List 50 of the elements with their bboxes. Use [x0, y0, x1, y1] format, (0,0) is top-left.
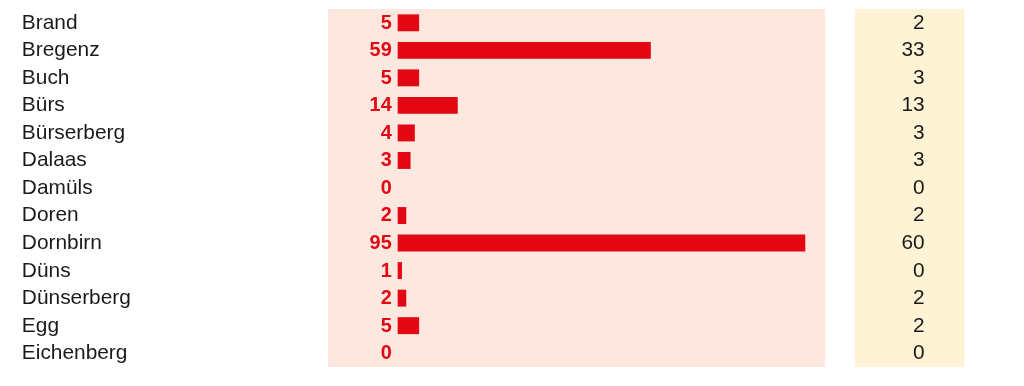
bar [397, 317, 420, 335]
text: 2 [912, 285, 925, 309]
bar [397, 69, 420, 87]
data-label: 1 [380, 258, 392, 281]
text: 33 [901, 37, 925, 61]
text: 2 [912, 9, 925, 33]
y-tick-label: Eichenberg [21, 340, 128, 364]
data-label: 5 [380, 10, 392, 33]
y-tick-label: Doren [21, 202, 79, 226]
data-label: 59 [369, 38, 392, 61]
text: 0 [912, 340, 925, 364]
text: 3 [912, 147, 925, 171]
y-tick-label: Egg [21, 312, 59, 336]
text: 2 [912, 312, 925, 336]
data-label: 5 [380, 65, 392, 88]
text: 3 [912, 119, 925, 143]
data-label: 3 [380, 148, 392, 171]
text: 60 [901, 230, 925, 254]
data-label: 2 [380, 203, 392, 226]
y-tick-label: Brand [21, 9, 78, 33]
y-tick-label: Buch [21, 64, 70, 88]
y-tick-label: Bregenz [21, 37, 100, 61]
y-tick-label: Bürserberg [21, 119, 126, 143]
data-label: 95 [369, 231, 392, 254]
text: 0 [912, 174, 925, 198]
y-tick-label: Damüls [21, 174, 93, 198]
data-label: 5 [380, 313, 392, 336]
text: 3 [912, 64, 925, 88]
y-tick-label: Düns [21, 257, 71, 281]
bar [397, 262, 402, 280]
bar [397, 289, 407, 307]
bar [397, 234, 806, 252]
bar [397, 96, 458, 114]
y-tick-label: Dünserberg [21, 285, 131, 309]
y-tick-label: Dornbirn [21, 230, 102, 254]
data-label: 0 [380, 175, 392, 198]
data-label: 2 [380, 286, 392, 309]
bar [397, 207, 407, 224]
y-tick-label: Dalaas [21, 147, 87, 171]
y-tick-label: Bürs [21, 92, 65, 116]
bar [397, 152, 411, 169]
bar [397, 124, 415, 142]
data-label: 0 [380, 341, 392, 364]
bar [397, 41, 651, 59]
bar [397, 14, 420, 32]
data-label: 4 [380, 120, 392, 143]
text: 2 [912, 202, 925, 226]
data-label: 14 [369, 93, 392, 116]
text: 13 [901, 92, 925, 116]
text: 0 [912, 257, 925, 281]
